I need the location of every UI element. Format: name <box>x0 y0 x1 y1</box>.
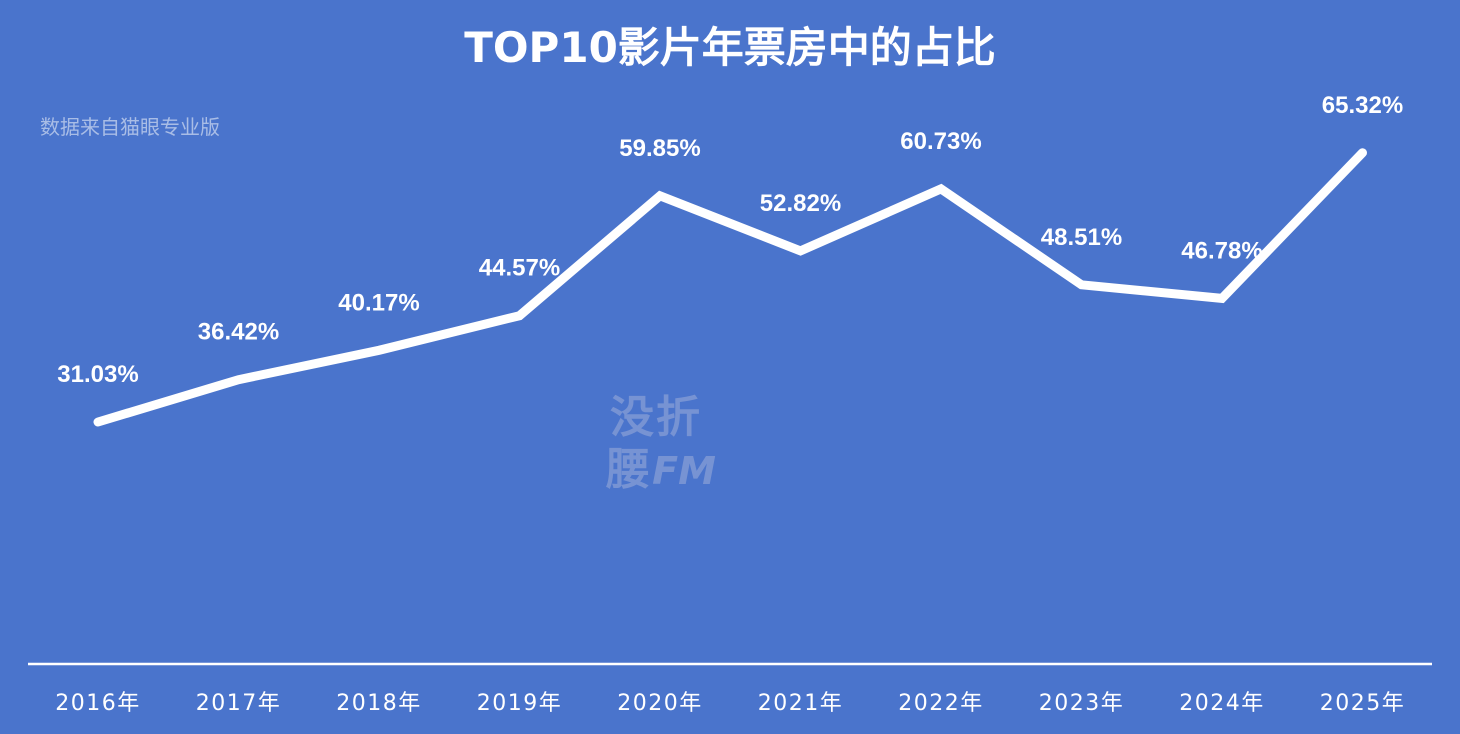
watermark-logo: 没折 腰 FM <box>605 392 716 495</box>
value-labels: 31.03% 36.42% 40.17% 44.57% 59.85% 52.82% 60.7… <box>57 92 1403 388</box>
x-tick-5: 2021年 <box>758 691 844 716</box>
data-label-1: 36.42% <box>198 319 279 346</box>
x-tick-1: 2017年 <box>196 691 282 716</box>
x-tick-labels: 2016年 2017年 2018年 2019年 2020年 2021年 2022年 2023年… <box>55 691 1406 716</box>
x-tick-8: 2024年 <box>1179 691 1265 716</box>
watermark-line-1: 没折 <box>610 392 702 443</box>
data-label-9: 65.32% <box>1322 92 1403 119</box>
x-tick-0: 2016年 <box>55 691 141 716</box>
watermark-line-2a: 腰 <box>605 444 650 495</box>
x-tick-7: 2023年 <box>1039 691 1125 716</box>
data-label-3: 44.57% <box>479 255 560 282</box>
data-label-4: 59.85% <box>619 135 700 162</box>
data-label-7: 48.51% <box>1041 224 1122 251</box>
watermark-line-2b: FM <box>652 449 716 493</box>
data-label-0: 31.03% <box>57 361 138 388</box>
x-tick-6: 2022年 <box>898 691 984 716</box>
data-label-5: 52.82% <box>760 190 841 217</box>
x-tick-9: 2025年 <box>1320 691 1406 716</box>
x-tick-2: 2018年 <box>336 691 422 716</box>
chart-title: TOP10影片年票房中的占比 <box>464 23 996 72</box>
data-label-6: 60.73% <box>900 128 981 155</box>
data-label-2: 40.17% <box>338 289 419 316</box>
x-tick-3: 2019年 <box>477 691 563 716</box>
data-label-8: 46.78% <box>1181 237 1262 264</box>
series-line <box>93 148 1367 427</box>
x-tick-4: 2020年 <box>617 691 703 716</box>
chart-source-note: 数据来自猫眼专业版 <box>40 115 220 139</box>
drop-lines <box>97 152 1364 664</box>
